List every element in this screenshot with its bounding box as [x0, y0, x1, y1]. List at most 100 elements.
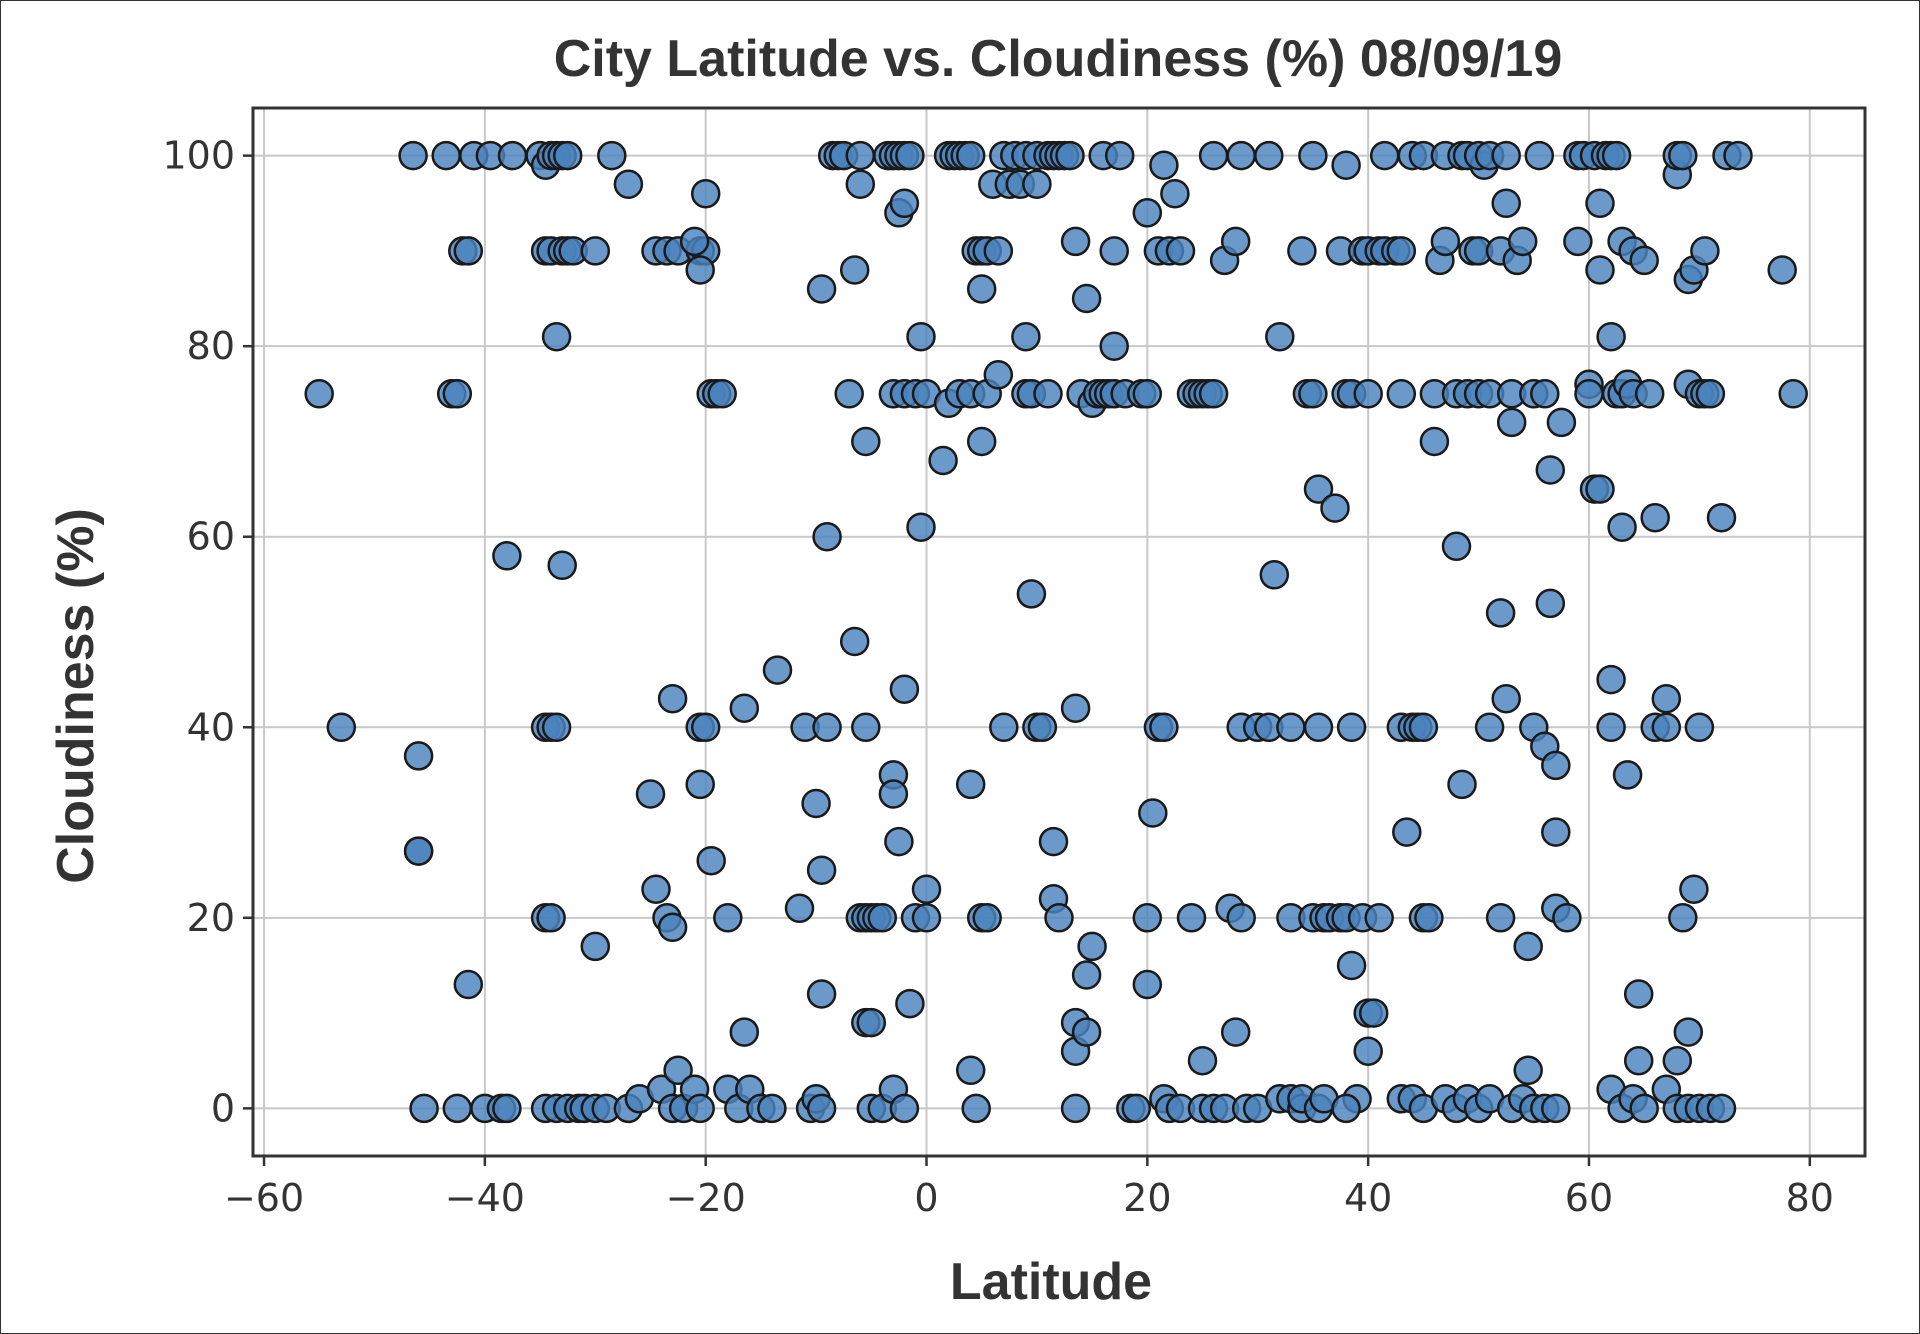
data-point [784, 893, 815, 924]
data-point [1336, 712, 1367, 743]
x-tick-label: 80 [1786, 1176, 1834, 1220]
data-point [707, 379, 737, 409]
data-point [889, 674, 920, 704]
data-point [1353, 379, 1383, 409]
data-point [541, 712, 572, 743]
data-point [690, 712, 721, 743]
y-tick-label: 80 [187, 324, 235, 368]
data-point [1629, 1093, 1659, 1124]
data-point [1287, 236, 1317, 266]
data-point [1132, 903, 1163, 933]
data-point [1541, 750, 1571, 781]
data-point [1629, 245, 1659, 276]
data-point [1099, 236, 1129, 266]
data-point [1027, 712, 1058, 743]
data-point [1055, 140, 1085, 171]
data-point [878, 779, 909, 809]
data-point [966, 274, 997, 304]
data-point [1485, 903, 1516, 933]
x-tick-label: 0 [914, 1176, 938, 1220]
data-point [1651, 683, 1682, 714]
data-point [1160, 178, 1190, 209]
data-point [1552, 903, 1582, 933]
data-point [1386, 236, 1417, 266]
data-point [1038, 826, 1069, 857]
data-point [1723, 140, 1753, 171]
data-point [1679, 874, 1709, 904]
x-tick-label: −40 [445, 1176, 525, 1220]
data-point [889, 1093, 920, 1124]
data-point [1220, 1017, 1251, 1047]
data-point [1392, 817, 1422, 847]
data-point [1011, 321, 1041, 352]
data-point [989, 712, 1019, 743]
x-axis-label: Latitude [950, 1253, 1152, 1311]
data-point [972, 903, 1002, 933]
data-point [696, 845, 726, 876]
data-point [1121, 1093, 1152, 1124]
data-point [1298, 379, 1328, 409]
data-point [1259, 560, 1290, 590]
data-point [1016, 579, 1047, 609]
data-point [403, 741, 434, 771]
data-point [955, 769, 986, 800]
data-point [1706, 502, 1737, 533]
data-point [1060, 693, 1091, 723]
data-point [1535, 455, 1566, 485]
data-point [1673, 1017, 1704, 1047]
data-point [1695, 379, 1726, 409]
x-tick-label: 40 [1344, 1176, 1392, 1220]
data-point [1104, 140, 1135, 171]
data-point [1132, 198, 1163, 228]
data-point [431, 140, 461, 171]
data-point [851, 426, 881, 457]
data-point [1607, 512, 1637, 542]
data-point [801, 788, 831, 819]
data-point [851, 712, 881, 743]
data-point [1077, 931, 1107, 962]
data-point [1071, 1017, 1102, 1047]
data-point [1491, 140, 1521, 171]
y-axis-ticks: 0 20 40 60 80 100 [162, 134, 253, 1130]
data-point [1336, 950, 1367, 981]
data-point [1623, 979, 1654, 1009]
y-tick-label: 0 [211, 1086, 235, 1130]
data-point [1132, 379, 1163, 409]
data-point [657, 912, 688, 943]
data-point [1596, 664, 1626, 695]
data-point [1778, 379, 1808, 409]
data-point [1298, 140, 1328, 171]
data-point [1060, 226, 1091, 257]
data-point [492, 1093, 522, 1124]
data-point [1690, 236, 1720, 266]
data-point [906, 321, 936, 352]
data-point [1353, 1036, 1383, 1066]
data-point [1060, 1093, 1091, 1124]
data-point [1491, 188, 1521, 219]
data-point [442, 1093, 473, 1124]
data-point [1226, 140, 1256, 171]
data-point [597, 140, 627, 171]
data-point [398, 140, 428, 171]
data-point [1585, 255, 1615, 285]
data-point [1668, 140, 1698, 171]
data-point [1623, 1045, 1654, 1076]
data-point [1099, 331, 1129, 361]
data-point [1320, 493, 1350, 523]
data-point [1369, 140, 1400, 171]
data-point [1535, 588, 1566, 619]
data-point [580, 931, 611, 962]
data-point [1585, 474, 1615, 504]
data-point [1226, 903, 1256, 933]
data-point [713, 903, 743, 933]
data-point [1662, 1045, 1693, 1076]
data-point [845, 169, 876, 199]
data-point [1386, 379, 1417, 409]
data-point [729, 693, 760, 723]
data-point [1149, 712, 1179, 743]
data-point [834, 379, 864, 409]
x-axis-ticks: −60 −40 −20 0 20 40 60 80 [224, 1156, 1834, 1220]
y-axis-label: Cloudiness (%) [47, 508, 105, 884]
data-point [867, 903, 898, 933]
data-point [1220, 226, 1251, 257]
